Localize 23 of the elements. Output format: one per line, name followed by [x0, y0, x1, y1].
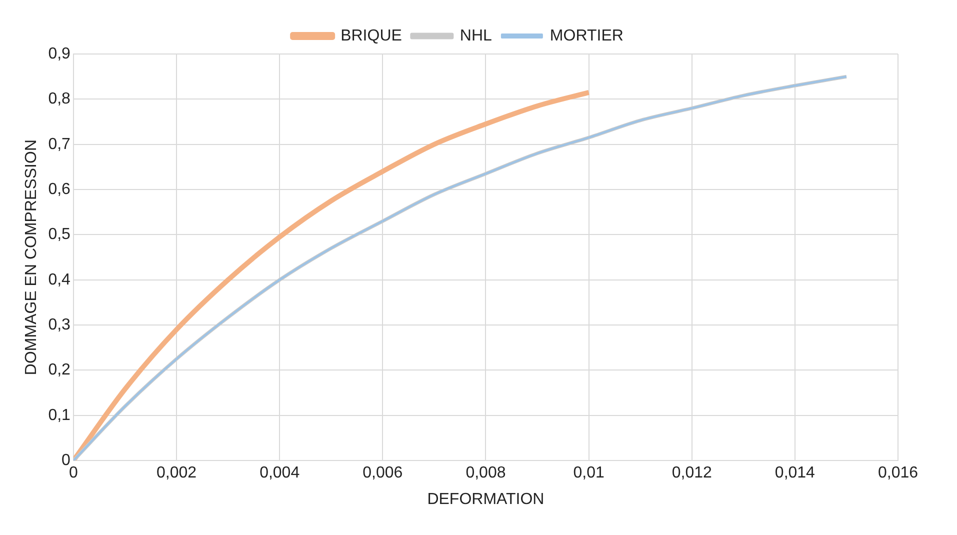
y-tick-label: 0	[62, 452, 71, 470]
x-tick-label: 0,008	[466, 464, 506, 482]
y-tick-label: 0,5	[48, 226, 71, 244]
y-tick-label: 0,4	[48, 271, 71, 288]
x-tick-label: 0,01	[573, 464, 604, 482]
y-tick-label: 0,9	[48, 45, 71, 62]
y-tick-label: 0,7	[48, 136, 71, 153]
y-tick-label: 0,6	[48, 180, 71, 198]
legend-label: MORTIER	[550, 27, 624, 44]
x-tick-label: 0,016	[878, 464, 918, 482]
x-tick-label: 0,012	[672, 464, 712, 482]
legend-label: NHL	[460, 27, 492, 44]
y-tick-label: 0,2	[48, 362, 71, 379]
y-tick-label: 0,3	[48, 316, 71, 334]
y-tick-label: 0,1	[48, 406, 71, 424]
x-tick-label: 0,002	[156, 464, 197, 482]
legend-label: BRIQUE	[340, 27, 402, 44]
y-axis-title: DOMMAGE EN COMPRESSION	[23, 140, 40, 376]
x-tick-label: 0,004	[260, 464, 300, 482]
x-tick-label: 0,014	[774, 464, 816, 482]
x-tick-label: 0,006	[362, 464, 403, 482]
x-axis-title: DEFORMATION	[427, 490, 544, 508]
y-tick-label: 0,8	[48, 90, 71, 108]
